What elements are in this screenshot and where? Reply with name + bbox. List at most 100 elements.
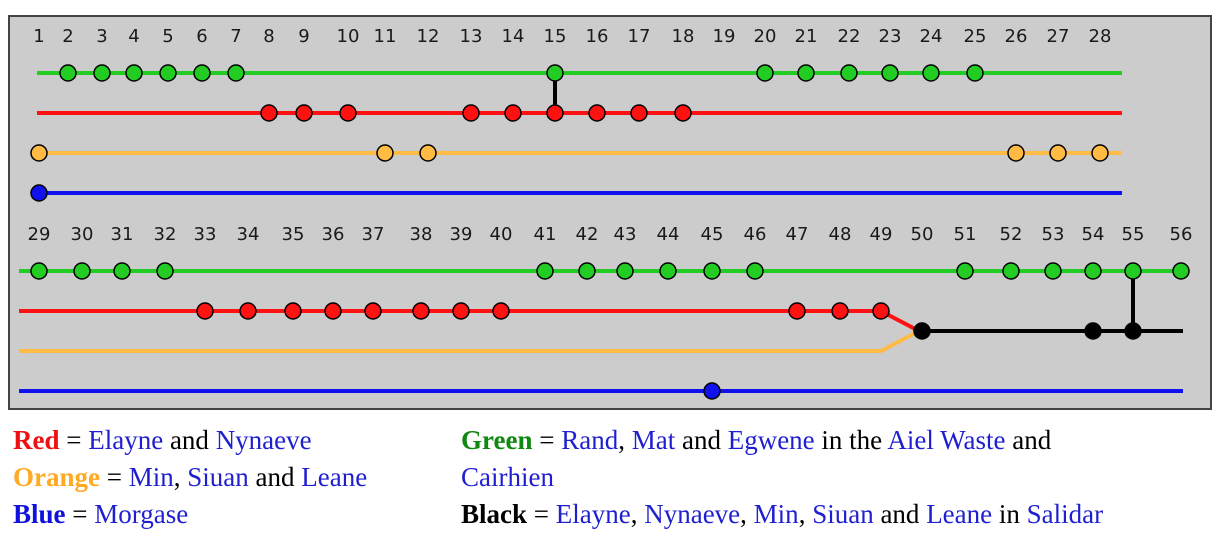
chapter-number: 50 <box>911 224 934 245</box>
chapter-number: 8 <box>263 26 274 47</box>
red-chapter-dot <box>452 302 470 320</box>
green-chapter-dot <box>30 262 48 280</box>
chapter-number: 4 <box>128 26 139 47</box>
legend-red-equals: = <box>59 425 89 455</box>
red-chapter-dot <box>588 104 606 122</box>
chapter-number: 42 <box>576 224 599 245</box>
legend-name-link[interactable]: Mat <box>631 425 676 455</box>
black-chapter-dot <box>1084 322 1102 340</box>
red-chapter-dot <box>284 302 302 320</box>
chapter-number: 27 <box>1047 26 1070 47</box>
legend-connector-text: and <box>248 462 302 492</box>
chapter-number: 41 <box>534 224 557 245</box>
chapter-number: 23 <box>879 26 902 47</box>
red-chapter-dot <box>324 302 342 320</box>
chapter-number: 21 <box>795 26 818 47</box>
legend-orange: Orange = Min, Siuan and Leane <box>13 459 367 496</box>
chapter-number: 24 <box>920 26 943 47</box>
green-chapter-dot <box>1084 262 1102 280</box>
green-chapter-dot <box>93 64 111 82</box>
chapter-number: 11 <box>374 26 397 47</box>
legend-name-link[interactable]: Salidar <box>1026 499 1104 529</box>
chapter-number: 16 <box>586 26 609 47</box>
red-chapter-dot <box>412 302 430 320</box>
legend-red: Red = Elayne and Nynaeve <box>13 422 367 459</box>
legend-name-link[interactable]: Elayne <box>555 499 631 529</box>
legend-black-equals: = <box>527 499 556 529</box>
chapter-number: 7 <box>230 26 241 47</box>
chapter-number: 48 <box>829 224 852 245</box>
legend-blue-keyword: Blue <box>13 499 66 529</box>
legend-name-link[interactable]: Siuan <box>187 462 249 492</box>
blue-chapter-dot <box>703 382 721 400</box>
legend-name-link[interactable]: Siuan <box>812 499 874 529</box>
chapter-number: 13 <box>460 26 483 47</box>
chapter-number: 33 <box>194 224 217 245</box>
green-chapter-dot <box>966 64 984 82</box>
blue-chapter-dot <box>30 184 48 202</box>
green-chapter-dot <box>797 64 815 82</box>
legend-name-link[interactable]: Nynaeve <box>644 499 741 529</box>
chapter-number: 3 <box>96 26 107 47</box>
chapter-number: 54 <box>1082 224 1105 245</box>
legend-name-link[interactable]: Elayne <box>88 425 164 455</box>
chapter-number: 49 <box>870 224 893 245</box>
legend-connector-text: , <box>798 499 813 529</box>
green-chapter-dot <box>756 64 774 82</box>
legend-blue: Blue = Morgase <box>13 496 367 533</box>
legend-connector-text: in <box>992 499 1027 529</box>
legend-name-link[interactable]: Nynaeve <box>215 425 312 455</box>
green-chapter-dot <box>536 262 554 280</box>
green-chapter-dot <box>156 262 174 280</box>
legend-name-link[interactable]: Egwene <box>727 425 815 455</box>
legend-name-link[interactable]: Min <box>128 462 174 492</box>
red-chapter-dot <box>364 302 382 320</box>
legend-connector-text: and <box>873 499 927 529</box>
chapter-number: 46 <box>744 224 767 245</box>
chapter-number: 47 <box>786 224 809 245</box>
red-chapter-dot <box>260 104 278 122</box>
chapter-number: 18 <box>672 26 695 47</box>
chapter-number: 19 <box>713 26 736 47</box>
legend-connector-text: , <box>618 425 632 455</box>
legend-black-keyword: Black <box>461 499 528 529</box>
red-chapter-dot <box>239 302 257 320</box>
red-chapter-dot <box>831 302 849 320</box>
green-chapter-dot <box>659 262 677 280</box>
chapter-number: 32 <box>154 224 177 245</box>
legend-name-link[interactable]: Rand <box>561 425 619 455</box>
green-chapter-dot <box>840 64 858 82</box>
chapter-number: 31 <box>111 224 134 245</box>
legend-name-link[interactable]: Min <box>753 499 799 529</box>
legend-connector-text: and <box>675 425 728 455</box>
chapter-number: 55 <box>1122 224 1145 245</box>
legend-connector-text: and <box>163 425 216 455</box>
legend-name-link[interactable]: Leane <box>301 462 368 492</box>
legend-column-left: Red = Elayne and Nynaeve Orange = Min, S… <box>13 422 367 533</box>
legend-green-keyword: Green <box>461 425 533 455</box>
chapter-number: 53 <box>1042 224 1065 245</box>
green-chapter-dot <box>546 64 564 82</box>
red-chapter-dot <box>546 104 564 122</box>
legend-green-equals: = <box>532 425 562 455</box>
legend-name-link[interactable]: Cairhien <box>461 462 554 492</box>
chapter-number: 9 <box>298 26 309 47</box>
green-chapter-dot <box>881 64 899 82</box>
chapter-number: 14 <box>502 26 525 47</box>
chapter-number: 26 <box>1005 26 1028 47</box>
chapter-number: 22 <box>838 26 861 47</box>
green-chapter-dot <box>59 64 77 82</box>
legend-name-link[interactable]: Leane <box>926 499 993 529</box>
legend-name-link[interactable]: Aiel Waste <box>887 425 1006 455</box>
chapter-number: 25 <box>964 26 987 47</box>
chapter-number: 43 <box>614 224 637 245</box>
red-chapter-dot <box>339 104 357 122</box>
legend-blue-equals: = <box>65 499 95 529</box>
chapter-number: 35 <box>282 224 305 245</box>
chapter-number: 39 <box>450 224 473 245</box>
green-chapter-dot <box>703 262 721 280</box>
legend-name-link[interactable]: Morgase <box>94 499 189 529</box>
chapter-number: 6 <box>196 26 207 47</box>
chapter-number: 2 <box>62 26 73 47</box>
green-chapter-dot <box>125 64 143 82</box>
